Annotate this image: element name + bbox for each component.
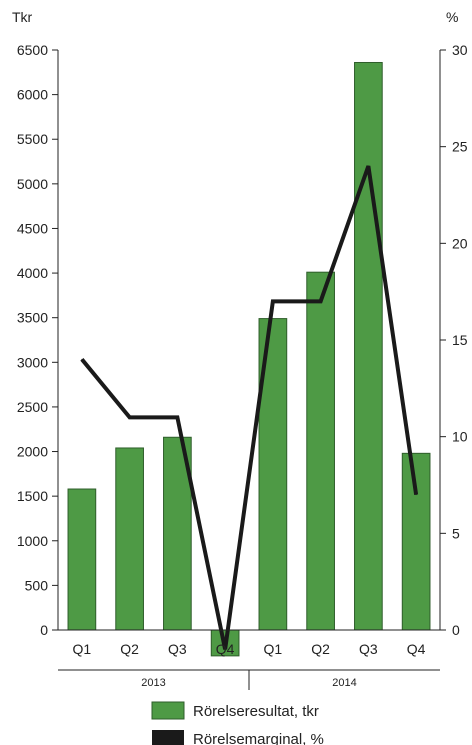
left-tick-label: 2500 xyxy=(17,399,48,415)
left-tick-label: 4000 xyxy=(17,265,48,281)
legend-label-line: Rörelsemarginal, % xyxy=(193,731,324,745)
bar xyxy=(401,452,431,631)
left-axis-unit: Tkr xyxy=(12,9,33,25)
x-tick-label: Q3 xyxy=(359,641,378,657)
line-point xyxy=(176,416,178,418)
line-point xyxy=(415,494,417,496)
right-tick-label: 0 xyxy=(452,622,460,638)
x-tick-label: Q4 xyxy=(407,641,426,657)
line-point xyxy=(81,358,83,360)
line-series xyxy=(80,165,419,650)
legend-label-bar: Rörelseresultat, tkr xyxy=(193,703,319,720)
bar xyxy=(115,447,144,631)
right-axis: 0 5 10 15 20 25 30 xyxy=(439,42,468,638)
left-tick-label: 2000 xyxy=(17,444,48,460)
left-tick-label: 4500 xyxy=(17,220,48,236)
left-tick-label: 3000 xyxy=(17,354,48,370)
left-tick-label: 5000 xyxy=(17,176,48,192)
bar xyxy=(354,61,383,631)
left-tick-label: 0 xyxy=(40,622,48,638)
year-label: 2014 xyxy=(332,677,356,689)
margin-line xyxy=(80,165,419,650)
line-point xyxy=(224,648,226,650)
right-tick-label: 25 xyxy=(452,139,468,155)
right-axis-unit: % xyxy=(446,9,458,25)
x-tick-label: Q2 xyxy=(120,641,139,657)
year-label: 2013 xyxy=(141,677,165,689)
x-axis: Q1 Q2 Q3 Q4 Q1 Q2 Q3 Q4 2013 2014 xyxy=(58,629,440,690)
right-tick-label: 10 xyxy=(452,429,468,445)
line-point xyxy=(320,300,322,302)
right-tick-label: 5 xyxy=(452,525,460,541)
left-tick-label: 1000 xyxy=(17,533,48,549)
legend-swatch-bar xyxy=(151,701,185,720)
legend: Rörelseresultat, tkr Rörelsemarginal, % xyxy=(151,701,324,745)
left-tick-label: 1500 xyxy=(17,488,48,504)
line-point xyxy=(129,416,131,418)
left-tick-label: 3500 xyxy=(17,310,48,326)
left-tick-label: 6500 xyxy=(17,42,48,58)
line-point xyxy=(272,300,274,302)
bar xyxy=(306,271,335,631)
right-tick-label: 15 xyxy=(452,332,468,348)
legend-swatch-line xyxy=(152,730,184,745)
x-tick-label: Q3 xyxy=(168,641,187,657)
left-tick-label: 5500 xyxy=(17,131,48,147)
right-tick-label: 30 xyxy=(452,42,468,58)
line-point xyxy=(367,165,369,167)
right-tick-label: 20 xyxy=(452,235,468,251)
x-tick-label: Q2 xyxy=(311,641,330,657)
x-tick-label: Q1 xyxy=(73,641,92,657)
left-tick-label: 6000 xyxy=(17,87,48,103)
bar-series xyxy=(67,61,431,657)
x-tick-label: Q4 xyxy=(216,641,235,657)
left-tick-label: 500 xyxy=(25,577,49,593)
bar xyxy=(67,488,97,631)
left-axis: 0 500 1000 1500 2000 2500 3000 3500 4000 4500 5000… xyxy=(17,42,59,638)
x-tick-label: Q1 xyxy=(264,641,283,657)
